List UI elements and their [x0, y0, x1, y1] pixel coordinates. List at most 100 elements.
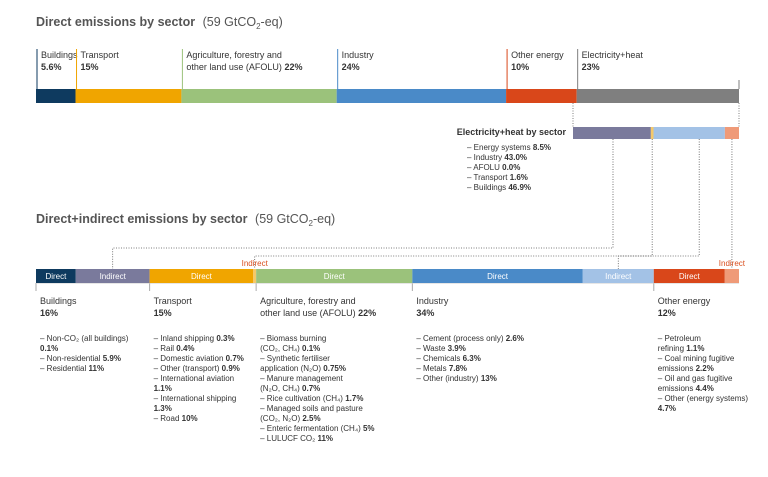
sector-subitem: emissions 4.4%: [658, 384, 714, 393]
sector-subitem: – Inland shipping 0.3%: [154, 334, 235, 343]
sector-subitem: – Residential 11%: [40, 364, 104, 373]
sector-subitem: (N₂O, CH₄) 0.7%: [260, 384, 320, 393]
sector-subitem: – Waste 3.9%: [416, 344, 466, 353]
direct-label-name: Buildings: [41, 50, 78, 60]
sector-subitem: – Road 10%: [154, 414, 198, 423]
flow-connectors: [112, 139, 733, 269]
combined-direct-afolu: [256, 269, 413, 283]
elec-item: – Transport 1.6%: [467, 173, 528, 182]
sector-subitem: – Biomass burning: [260, 334, 326, 343]
direct-segment-label: Direct: [487, 272, 509, 281]
combined-indirect-industry: [582, 269, 654, 283]
sector-subitem: – Rice cultivation (CH₄) 1.7%: [260, 394, 363, 403]
connector-industry: [617, 139, 700, 269]
direct-bar-transport: [75, 89, 182, 103]
combined-direct-buildings: [36, 269, 76, 283]
elec-bar-segment: [573, 127, 651, 139]
sector-subitem: – Manure management: [260, 374, 343, 383]
sector-label-value: 15%: [154, 308, 172, 318]
direct-label-name: Electricity+heat: [582, 50, 644, 60]
elec-item: – Buildings 46.9%: [467, 183, 531, 192]
combined-direct-industry: [412, 269, 583, 283]
indirect-small-label: Indirect: [242, 259, 269, 268]
connector-buildings: [112, 139, 614, 269]
indirect-segment-label: Indirect: [100, 272, 127, 281]
sector-subitem: (CO₂, CH₄) 0.1%: [260, 344, 320, 353]
direct-bar-industry: [336, 89, 507, 103]
sector-subitem: – Managed soils and pasture: [260, 404, 363, 413]
direct-label-value: 15%: [81, 62, 99, 72]
direct-label-name-2: other land use (AFOLU) 22%: [186, 62, 302, 72]
sector-subitem: – Other (industry) 13%: [416, 374, 496, 383]
sector-subitem: – Coal mining fugitive: [658, 354, 735, 363]
sector-subitem: 1.3%: [154, 404, 172, 413]
direct-bar-electricity-heat: [576, 89, 739, 103]
direct-emissions-labels: Buildings 5.6% Transport 15% Agriculture, fo…: [36, 49, 740, 89]
sector-subitem: – Rail 0.4%: [154, 344, 195, 353]
sector-subitem: – Cement (process only) 2.6%: [416, 334, 524, 343]
sector-label-name: Buildings: [40, 296, 77, 306]
sector-label-name: Transport: [154, 296, 193, 306]
chart-title-direct-indirect: Direct+indirect emissions by sector (59 …: [36, 212, 335, 228]
sector-subitem: – Other (transport) 0.9%: [154, 364, 240, 373]
direct-label-name: Agriculture, forestry and: [186, 50, 282, 60]
sector-label-name-2: other land use (AFOLU) 22%: [260, 308, 376, 318]
direct-bar-buildings: [36, 89, 76, 103]
electricity-heat-title: Electricity+heat by sector: [457, 127, 567, 137]
direct-label-name: Industry: [342, 50, 375, 60]
sector-subitem: refining 1.1%: [658, 344, 705, 353]
direct-bar-afolu: [181, 89, 337, 103]
direct-label-value: 23%: [582, 62, 600, 72]
direct-label-value: 10%: [511, 62, 529, 72]
indirect-segment-label: Indirect: [605, 272, 632, 281]
sector-subitem: – Non-CO₂ (all buildings): [40, 334, 129, 343]
elec-bar-segment: [724, 127, 739, 139]
elec-bar-segment: [653, 127, 725, 139]
sector-subitem: – Domestic aviation 0.7%: [154, 354, 244, 363]
sector-label-name: Agriculture, forestry and: [260, 296, 356, 306]
elec-item: – Industry 43.0%: [467, 153, 527, 162]
sector-subitem: – Non-residential 5.9%: [40, 354, 121, 363]
connector-transport: [254, 139, 653, 269]
sector-subitem: – Petroleum: [658, 334, 701, 343]
sector-subitem: – International aviation: [154, 374, 235, 383]
sector-subitem: – LULUCF CO₂ 11%: [260, 434, 333, 443]
sector-subitem: 4.7%: [658, 404, 676, 413]
sector-subitem: – Metals 7.8%: [416, 364, 467, 373]
combined-direct-other-energy: [653, 269, 725, 283]
sector-subitem: – Enteric fermentation (CH₄) 5%: [260, 424, 374, 433]
electricity-heat-breakdown: Electricity+heat by sector – Energy syst…: [457, 103, 740, 192]
elec-item: – AFOLU 0.0%: [467, 163, 520, 172]
direct-label-name: Other energy: [511, 50, 564, 60]
elec-bar-segment: [650, 127, 654, 139]
chart-title-direct: Direct emissions by sector (59 GtCO2-eq): [36, 15, 283, 31]
sector-subitem: – Other (energy systems): [658, 394, 749, 403]
elec-item: – Energy systems 8.5%: [467, 143, 551, 152]
direct-segment-label: Direct: [324, 272, 346, 281]
direct-indirect-bar: Direct Indirect Direct Indirect Direct Direct…: [36, 259, 746, 283]
sector-label-name: Industry: [416, 296, 449, 306]
direct-label-value: 5.6%: [41, 62, 62, 72]
sector-label-value: 12%: [658, 308, 676, 318]
combined-indirect-buildings: [75, 269, 150, 283]
title-direct-text: Direct emissions by sector: [36, 15, 195, 29]
sector-subitem: (CO₂, N₂O) 2.5%: [260, 414, 320, 423]
direct-label-name: Transport: [81, 50, 120, 60]
direct-segment-label: Direct: [45, 272, 67, 281]
sector-label-value: 16%: [40, 308, 58, 318]
combined-indirect-transport: [253, 269, 257, 283]
direct-segment-label: Direct: [191, 272, 213, 281]
sector-subitem: application (N₂O) 0.75%: [260, 364, 346, 373]
direct-bar-other-energy: [506, 89, 577, 103]
indirect-small-label: Indirect: [719, 259, 746, 268]
sector-label-value: 34%: [416, 308, 434, 318]
sector-subitem: – Chemicals 6.3%: [416, 354, 480, 363]
sector-subitem: emissions 2.2%: [658, 364, 714, 373]
direct-emissions-bar: [36, 89, 739, 103]
direct-segment-label: Direct: [679, 272, 701, 281]
direct-indirect-labels: Buildings 16% – Non-CO₂ (all buildings) 0.…: [35, 283, 749, 443]
combined-indirect-other-energy: [724, 269, 739, 283]
sector-subitem: – Oil and gas fugitive: [658, 374, 733, 383]
sector-label-name: Other energy: [658, 296, 711, 306]
